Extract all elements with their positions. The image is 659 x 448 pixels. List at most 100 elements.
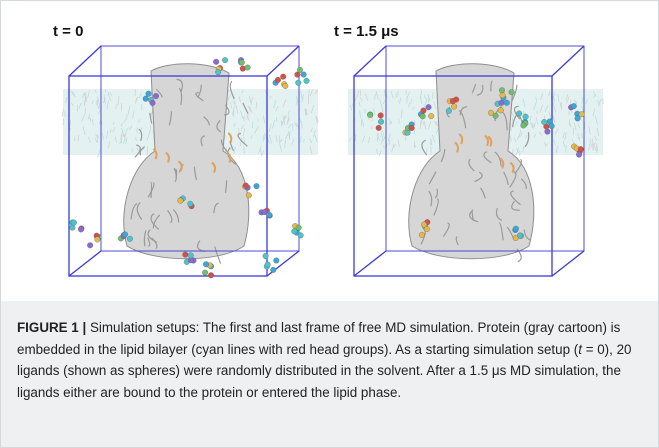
box-front xyxy=(353,75,553,277)
lipid xyxy=(511,149,514,155)
lipid xyxy=(97,109,101,115)
lipid xyxy=(422,120,425,126)
protein-orange xyxy=(509,161,515,173)
lipid xyxy=(516,147,519,155)
lipid xyxy=(127,105,131,115)
lipid xyxy=(94,138,98,143)
ligand-atom xyxy=(512,225,519,232)
lipid xyxy=(420,96,423,104)
lipid xyxy=(565,94,569,101)
ligand-atom xyxy=(215,69,222,76)
lipid xyxy=(585,99,588,105)
lipid xyxy=(96,100,99,109)
ligand-atom xyxy=(451,103,458,110)
lipid xyxy=(240,110,244,119)
lipid xyxy=(137,147,140,152)
lipid xyxy=(149,124,152,134)
ligand-atom xyxy=(275,76,281,83)
lipid xyxy=(135,96,139,101)
ligand-atom xyxy=(94,236,101,243)
lipid xyxy=(596,143,598,152)
lipid xyxy=(282,115,285,119)
lipid xyxy=(413,127,416,135)
protein-strand xyxy=(502,111,508,131)
ligand-atom xyxy=(497,107,504,114)
lipid xyxy=(65,96,68,104)
lipid xyxy=(580,133,583,139)
protein-strand xyxy=(139,146,145,156)
protein-strand xyxy=(459,106,468,116)
protein-strand xyxy=(474,171,483,183)
lipid xyxy=(514,137,517,143)
lipid xyxy=(555,147,558,155)
lipid xyxy=(381,132,385,141)
ligand-atom xyxy=(282,83,289,89)
lipid xyxy=(361,135,366,143)
lipid xyxy=(552,95,556,102)
lipid xyxy=(313,129,316,138)
lipid xyxy=(592,108,596,117)
lipid xyxy=(429,139,433,145)
lipid xyxy=(87,114,91,120)
lipid xyxy=(89,116,92,121)
lipid xyxy=(250,97,253,105)
lipid xyxy=(591,138,594,147)
lipid xyxy=(120,137,122,142)
protein-strand xyxy=(150,181,153,199)
protein-strand xyxy=(168,111,173,126)
lipid xyxy=(314,135,318,143)
lipid xyxy=(544,142,547,147)
box-front xyxy=(68,75,268,277)
protein-strand xyxy=(223,104,230,116)
lipid xyxy=(288,131,291,140)
protein-strand xyxy=(490,80,493,92)
lipid xyxy=(268,134,273,144)
lipid xyxy=(552,139,556,145)
lipid xyxy=(122,138,126,145)
box-edge xyxy=(353,45,387,77)
ligand-atom xyxy=(126,235,133,242)
lipid xyxy=(281,120,284,126)
ligand-atom xyxy=(280,73,287,80)
protein-strand xyxy=(197,84,202,98)
protein-strand xyxy=(150,213,160,230)
ligand-atom xyxy=(145,90,152,97)
protein-strand xyxy=(509,171,517,188)
protein-strand xyxy=(172,209,180,223)
lipid xyxy=(559,102,563,110)
lipid xyxy=(413,119,416,125)
protein-strand xyxy=(227,147,237,165)
ligand-atom xyxy=(375,124,382,131)
box-edge xyxy=(68,45,102,77)
lipid xyxy=(138,92,142,99)
ligand-atom xyxy=(541,119,548,125)
lipid xyxy=(376,148,378,155)
ligand-atom xyxy=(261,209,268,215)
ligand-atom xyxy=(177,197,184,204)
lipid xyxy=(239,137,243,147)
lipid xyxy=(78,102,82,109)
protein-strand xyxy=(442,222,450,237)
ligand-atom xyxy=(273,257,280,264)
lipid xyxy=(379,99,383,109)
lipid xyxy=(242,127,246,136)
lipid xyxy=(287,110,290,115)
ligand-atom xyxy=(421,221,427,228)
ligand-atom xyxy=(522,113,529,120)
protein-strand xyxy=(471,210,474,221)
lipid xyxy=(548,92,550,97)
box-edge xyxy=(551,250,585,277)
protein-orange xyxy=(165,151,170,163)
lipid xyxy=(538,131,542,136)
figure-image: t = 0 t = 1.5 μs xyxy=(53,23,604,279)
lipid xyxy=(349,104,352,111)
protein-strand xyxy=(428,190,433,207)
lipid xyxy=(535,117,539,125)
ligand-atom xyxy=(187,200,194,207)
ligand-atom xyxy=(503,99,510,106)
protein-strand xyxy=(147,181,155,198)
lipid xyxy=(227,93,232,101)
protein-strand xyxy=(498,222,504,241)
lipid xyxy=(533,133,536,138)
lipid xyxy=(515,121,518,125)
